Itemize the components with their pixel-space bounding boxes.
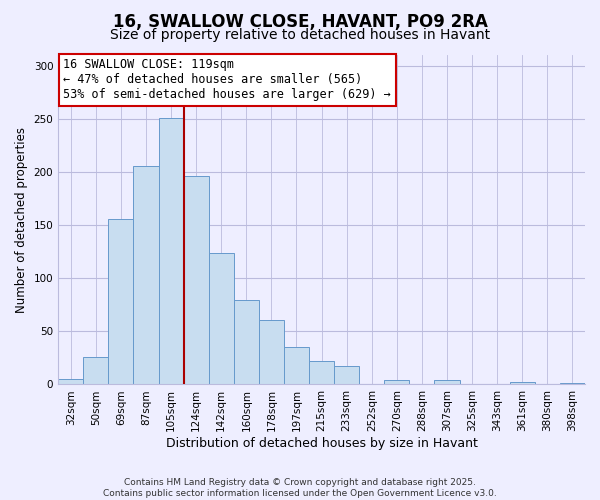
Bar [385, 380, 409, 384]
Bar [309, 361, 334, 384]
Text: 16, SWALLOW CLOSE, HAVANT, PO9 2RA: 16, SWALLOW CLOSE, HAVANT, PO9 2RA [113, 12, 487, 30]
X-axis label: Distribution of detached houses by size in Havant: Distribution of detached houses by size … [166, 437, 478, 450]
Bar [234, 300, 259, 384]
Bar [109, 218, 133, 384]
Bar [510, 382, 535, 384]
Bar [259, 320, 284, 384]
Text: Size of property relative to detached houses in Havant: Size of property relative to detached ho… [110, 28, 490, 42]
Bar [158, 118, 184, 384]
Bar [83, 357, 109, 384]
Bar [209, 252, 234, 384]
Bar [133, 166, 158, 384]
Bar [284, 348, 309, 385]
Bar [334, 366, 359, 384]
Text: Contains HM Land Registry data © Crown copyright and database right 2025.
Contai: Contains HM Land Registry data © Crown c… [103, 478, 497, 498]
Text: 16 SWALLOW CLOSE: 119sqm
← 47% of detached houses are smaller (565)
53% of semi-: 16 SWALLOW CLOSE: 119sqm ← 47% of detach… [64, 58, 391, 102]
Bar [184, 176, 209, 384]
Bar [58, 379, 83, 384]
Y-axis label: Number of detached properties: Number of detached properties [15, 126, 28, 312]
Bar [434, 380, 460, 384]
